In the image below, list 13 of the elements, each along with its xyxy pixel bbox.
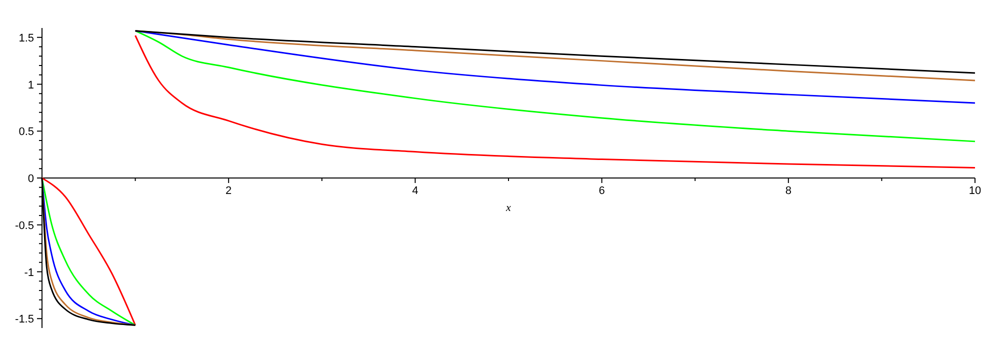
y-tick-label: 1 xyxy=(28,79,34,92)
x-axis-title: x xyxy=(505,202,512,214)
y-tick-label: -1 xyxy=(24,266,34,279)
x-tick-label: 4 xyxy=(412,185,418,197)
x-tick-label: 10 xyxy=(968,185,982,197)
x-tick-label: 8 xyxy=(785,185,792,197)
x-tick-label: 2 xyxy=(226,185,232,197)
x-tick-label: 6 xyxy=(598,185,605,197)
y-tick-label: -0.5 xyxy=(15,220,34,232)
y-tick-label: -1.5 xyxy=(15,314,34,326)
y-tick-label: 0 xyxy=(28,173,34,185)
y-tick-label: 1.5 xyxy=(18,32,34,44)
y-tick-label: 0.5 xyxy=(18,126,34,138)
